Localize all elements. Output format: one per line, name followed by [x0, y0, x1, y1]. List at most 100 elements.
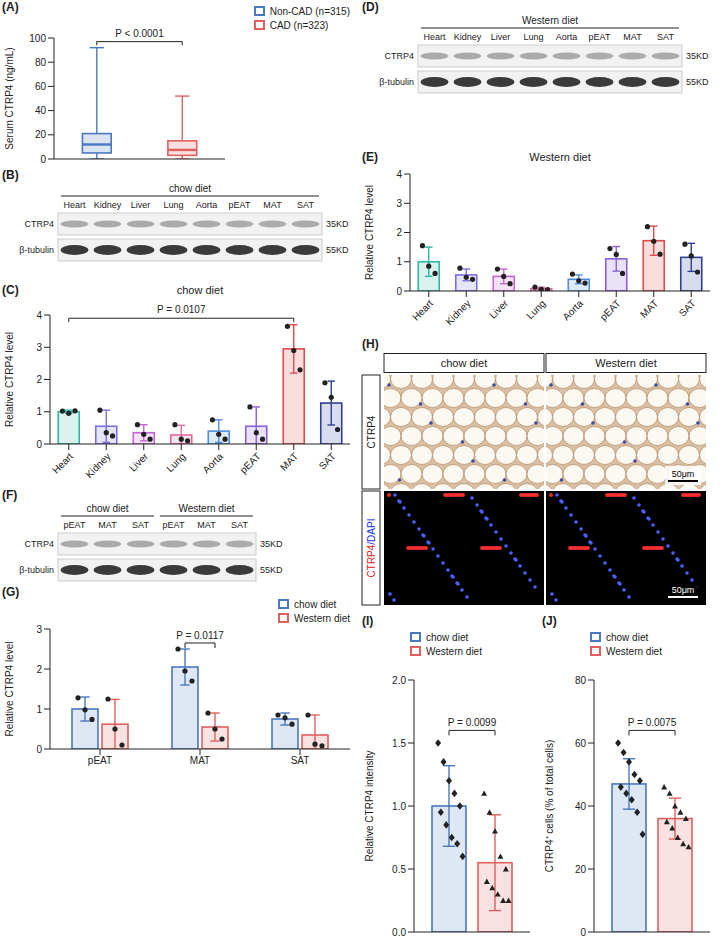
svg-text:CTRP4: CTRP4 [24, 219, 54, 229]
svg-text:CTRP4⁺ cells (% of total cells: CTRP4⁺ cells (% of total cells) [544, 740, 555, 872]
svg-text:2.0: 2.0 [392, 675, 406, 686]
svg-text:2: 2 [36, 664, 42, 675]
svg-text:Relative CTRP4 intensity: Relative CTRP4 intensity [364, 750, 375, 861]
svg-text:MAT: MAT [278, 451, 300, 473]
svg-text:Lung: Lung [163, 200, 183, 210]
svg-text:0: 0 [36, 744, 42, 755]
svg-text:Relative CTRP4 level: Relative CTRP4 level [4, 641, 15, 736]
svg-text:Aorta: Aorta [196, 200, 218, 210]
svg-text:pEAT: pEAT [238, 451, 263, 476]
svg-text:Heart: Heart [63, 200, 86, 210]
svg-text:chow diet: chow diet [441, 357, 487, 369]
svg-text:Heart: Heart [50, 450, 75, 475]
svg-text:Lung: Lung [164, 451, 188, 475]
svg-text:55KD: 55KD [326, 245, 349, 255]
svg-text:Western diet: Western diet [522, 15, 578, 26]
svg-text:50μm: 50μm [672, 585, 695, 595]
svg-text:SAT: SAT [677, 298, 698, 319]
svg-text:Kidney: Kidney [83, 451, 112, 480]
svg-text:CTRP4: CTRP4 [366, 415, 377, 448]
svg-text:Western diet: Western diet [179, 503, 235, 514]
svg-text:CTRP4: CTRP4 [24, 539, 54, 549]
svg-text:4: 4 [396, 169, 402, 180]
svg-text:Western diet: Western diet [595, 357, 657, 369]
svg-text:pEAT: pEAT [163, 520, 185, 530]
svg-text:2: 2 [396, 227, 402, 238]
svg-text:60: 60 [575, 738, 587, 749]
svg-text:P = 0.0107: P = 0.0107 [157, 304, 206, 315]
svg-text:Kidney: Kidney [454, 32, 482, 42]
svg-text:pEAT: pEAT [64, 520, 86, 530]
svg-text:2: 2 [36, 374, 42, 385]
svg-text:pEAT: pEAT [589, 32, 611, 42]
svg-text:0.5: 0.5 [392, 864, 406, 875]
svg-text:CTRP4: CTRP4 [384, 51, 414, 61]
svg-text:0: 0 [40, 154, 46, 165]
svg-text:60: 60 [35, 81, 47, 92]
svg-text:pEAT: pEAT [598, 298, 623, 323]
svg-text:Liver: Liver [487, 297, 511, 321]
svg-text:SAT: SAT [297, 200, 314, 210]
svg-text:chow diet: chow diet [169, 183, 211, 194]
svg-text:Relative CTRP4 level: Relative CTRP4 level [364, 185, 375, 280]
svg-text:20: 20 [575, 864, 587, 875]
svg-text:0.0: 0.0 [392, 927, 406, 938]
svg-text:β-tubulin: β-tubulin [19, 245, 54, 255]
svg-text:MAT: MAT [197, 520, 216, 530]
svg-text:0: 0 [396, 286, 402, 297]
svg-text:Relative CTRP4 level: Relative CTRP4 level [4, 332, 15, 427]
svg-text:SAT: SAT [657, 32, 674, 42]
svg-text:1.0: 1.0 [392, 801, 406, 812]
svg-text:1: 1 [36, 406, 42, 417]
svg-text:0: 0 [36, 439, 42, 450]
svg-text:80: 80 [35, 57, 47, 68]
svg-text:SAT: SAT [291, 755, 310, 766]
svg-text:SAT: SAT [317, 451, 338, 472]
svg-text:3: 3 [36, 342, 42, 353]
svg-text:Heart: Heart [410, 297, 435, 322]
svg-text:P = 0.0075: P = 0.0075 [628, 717, 677, 728]
svg-text:SAT: SAT [231, 520, 248, 530]
svg-text:Serum CTRP4 (ng/mL): Serum CTRP4 (ng/mL) [4, 47, 15, 149]
svg-text:SAT: SAT [132, 520, 149, 530]
svg-text:1: 1 [396, 256, 402, 267]
svg-text:40: 40 [575, 801, 587, 812]
svg-text:Heart: Heart [423, 32, 446, 42]
svg-text:Liver: Liver [131, 200, 151, 210]
svg-text:80: 80 [575, 675, 587, 686]
svg-text:40: 40 [35, 105, 47, 116]
svg-text:1.5: 1.5 [392, 738, 406, 749]
svg-text:1: 1 [36, 704, 42, 715]
svg-text:MAT: MAT [263, 200, 282, 210]
svg-text:P = 0.0117: P = 0.0117 [176, 630, 224, 641]
svg-text:P < 0.0001: P < 0.0001 [115, 28, 164, 39]
svg-text:3: 3 [396, 198, 402, 209]
svg-text:35KD: 35KD [326, 219, 349, 229]
svg-text:0: 0 [580, 927, 586, 938]
svg-text:3: 3 [36, 624, 42, 635]
svg-text:MAT: MAT [190, 755, 210, 766]
svg-text:Kidney: Kidney [94, 200, 122, 210]
svg-text:Aorta: Aorta [201, 450, 226, 475]
svg-text:35KD: 35KD [260, 539, 283, 549]
svg-text:Aorta: Aorta [556, 32, 578, 42]
svg-text:Lung: Lung [523, 32, 543, 42]
svg-text:Liver: Liver [491, 32, 511, 42]
svg-text:CTRP4/DAPI: CTRP4/DAPI [366, 519, 377, 578]
svg-text:4: 4 [36, 310, 42, 321]
svg-text:Aorta: Aorta [561, 297, 586, 322]
svg-text:MAT: MAT [98, 520, 117, 530]
svg-text:pEAT: pEAT [88, 755, 112, 766]
svg-text:Kidney: Kidney [443, 298, 472, 327]
svg-text:β-tubulin: β-tubulin [19, 565, 54, 575]
svg-text:Liver: Liver [127, 450, 151, 474]
svg-text:50μm: 50μm [672, 469, 695, 479]
svg-text:55KD: 55KD [686, 77, 709, 87]
svg-text:100: 100 [29, 33, 46, 44]
svg-text:β-tubulin: β-tubulin [379, 77, 414, 87]
svg-text:Lung: Lung [524, 298, 548, 322]
svg-text:pEAT: pEAT [229, 200, 251, 210]
svg-text:35KD: 35KD [686, 51, 709, 61]
svg-text:55KD: 55KD [260, 565, 283, 575]
svg-text:20: 20 [35, 129, 47, 140]
